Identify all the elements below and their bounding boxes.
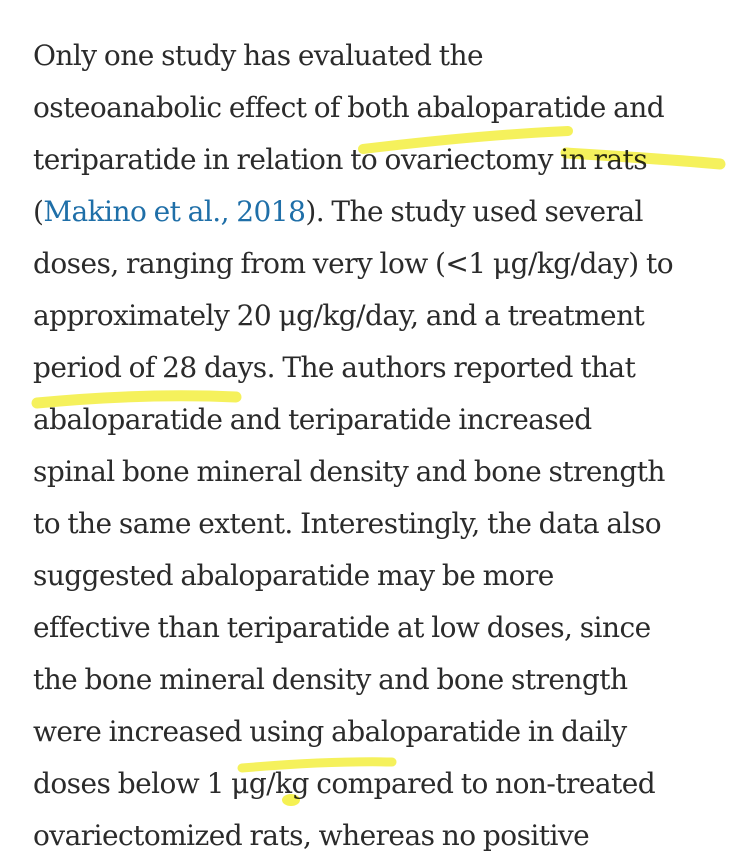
text-line: ovariectomized rats, whereas no positive [33, 819, 590, 852]
article-paragraph: Only one study has evaluated the osteoan… [33, 30, 733, 860]
text-line: to the same extent. Interestingly, the d… [33, 507, 662, 540]
text-line: effective than teriparatide at low doses… [33, 611, 651, 644]
text-line: suggested abaloparatide may be more [33, 559, 554, 592]
text-line: osteoanabolic effect of both abaloparati… [33, 91, 665, 124]
text-line: teriparatide in relation to ovariectomy … [33, 143, 648, 176]
text-line: abaloparatide and teriparatide increased [33, 403, 592, 436]
citation-link-makino-2018[interactable]: Makino et al., 2018 [43, 195, 306, 228]
text-line: doses below 1 μg/kg compared to non-trea… [33, 767, 656, 800]
text-line: spinal bone mineral density and bone str… [33, 455, 665, 488]
text-line: the bone mineral density and bone streng… [33, 663, 628, 696]
text-line: period of 28 days. The authors reported … [33, 351, 636, 384]
text-line-with-citation: (Makino et al., 2018). The study used se… [33, 195, 644, 228]
text-line: approximately 20 μg/kg/day, and a treatm… [33, 299, 645, 332]
text-line: were increased using abaloparatide in da… [33, 715, 627, 748]
text-line: Only one study has evaluated the [33, 39, 484, 72]
text-line: doses, ranging from very low (<1 μg/kg/d… [33, 247, 674, 280]
